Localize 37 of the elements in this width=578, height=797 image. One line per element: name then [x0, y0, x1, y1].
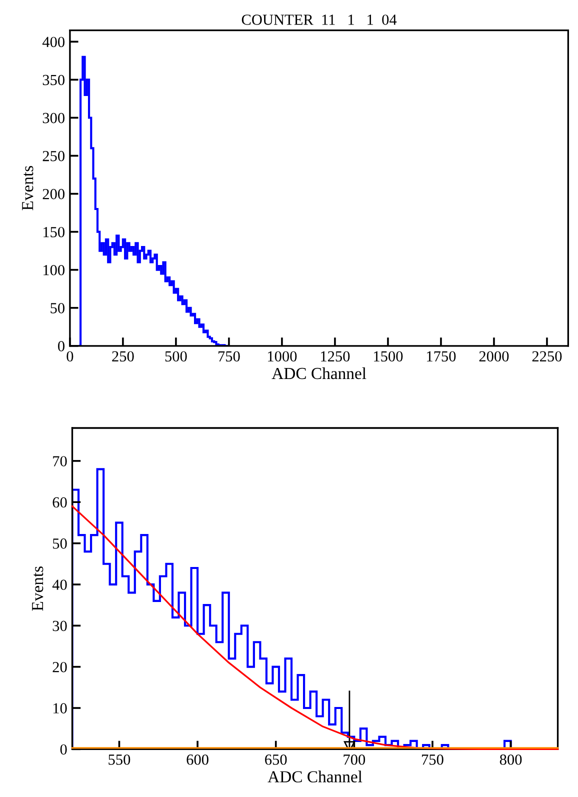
x-tick-label: 500 — [165, 351, 187, 362]
y-tick-label: 10 — [53, 703, 67, 714]
y-axis-title: Events — [32, 566, 44, 611]
x-tick-label: 1750 — [427, 351, 456, 362]
y-tick-label: 40 — [52, 580, 67, 590]
y-tick-label: 100 — [44, 264, 64, 276]
chart-title: COUNTER 11 1 1 04 — [242, 14, 397, 25]
x-axis-title: ADC Channel — [272, 367, 366, 380]
y-tick-label: 250 — [42, 150, 64, 162]
x-tick-label: 1000 — [268, 351, 297, 362]
x-tick-label: 550 — [108, 754, 130, 765]
x-tick-label: 600 — [186, 754, 208, 765]
x-tick-label: 700 — [344, 754, 366, 765]
x-tick-label: 2250 — [532, 351, 562, 362]
x-tick-label: 250 — [112, 351, 134, 362]
x-tick-label: 2000 — [479, 351, 509, 362]
y-tick-label: 50 — [50, 303, 64, 314]
y-tick-label: 0 — [60, 744, 67, 755]
x-tick-label: 650 — [265, 754, 287, 765]
y-tick-label: 200 — [42, 188, 64, 200]
y-tick-label: 300 — [42, 112, 64, 124]
y-tick-label: 50 — [53, 538, 67, 549]
x-tick-label: 1500 — [374, 351, 403, 362]
y-tick-label: 60 — [52, 497, 67, 508]
x-tick-label: 750 — [422, 754, 444, 765]
x-axis-title: ADC Channel — [268, 770, 362, 782]
y-tick-label: 400 — [42, 36, 64, 48]
x-tick-label: 800 — [500, 754, 522, 765]
y-tick-label: 150 — [44, 226, 64, 238]
y-axis-title: Events — [22, 166, 34, 210]
y-tick-label: 70 — [53, 456, 67, 466]
y-tick-label: 20 — [52, 662, 67, 672]
y-tick-label: 0 — [58, 341, 64, 352]
y-tick-label: 30 — [52, 620, 67, 632]
x-tick-label: 750 — [218, 351, 240, 362]
x-tick-label: 1250 — [321, 351, 350, 362]
y-tick-label: 350 — [42, 74, 64, 86]
